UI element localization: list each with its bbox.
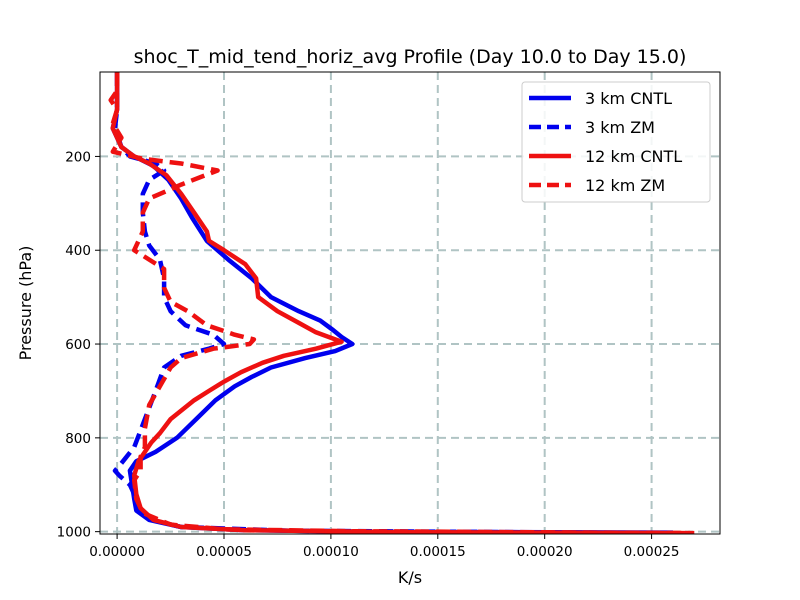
x-tick-label: 0.00020 xyxy=(517,544,573,560)
y-tick-label: 600 xyxy=(65,337,91,353)
legend: 3 km CNTL 3 km ZM 12 km CNTL 12 km ZM xyxy=(521,81,711,203)
legend-label: 12 km CNTL xyxy=(585,147,682,166)
series-lines xyxy=(108,72,695,534)
x-tick-label: 0.00025 xyxy=(624,544,680,560)
legend-label: 3 km ZM xyxy=(585,118,655,137)
y-axis-label: Pressure (hPa) xyxy=(16,246,35,361)
y-tick-label: 400 xyxy=(65,243,91,259)
x-tick-label: 0.00010 xyxy=(303,544,359,560)
series-line xyxy=(108,72,691,534)
plot-frame xyxy=(99,71,721,535)
x-tick-label: 0.00005 xyxy=(196,544,252,560)
y-axis-ticks: 200 400 600 800 1000 xyxy=(57,149,100,541)
x-tick-label: 0.00000 xyxy=(89,544,145,560)
x-tick-label: 0.00015 xyxy=(410,544,466,560)
legend-box xyxy=(521,81,711,203)
legend-label: 3 km CNTL xyxy=(585,89,672,108)
series-line xyxy=(112,72,663,534)
chart-title: shoc_T_mid_tend_horiz_avg Profile (Day 1… xyxy=(134,46,687,68)
legend-label: 12 km ZM xyxy=(585,176,665,195)
y-tick-label: 1000 xyxy=(57,525,91,541)
y-tick-label: 800 xyxy=(65,431,91,447)
grid xyxy=(100,72,720,534)
y-tick-label: 200 xyxy=(65,149,91,165)
x-axis-ticks: 0.00000 0.00005 0.00010 0.00015 0.00020 0.000… xyxy=(89,534,680,560)
x-axis-label: K/s xyxy=(398,568,422,587)
